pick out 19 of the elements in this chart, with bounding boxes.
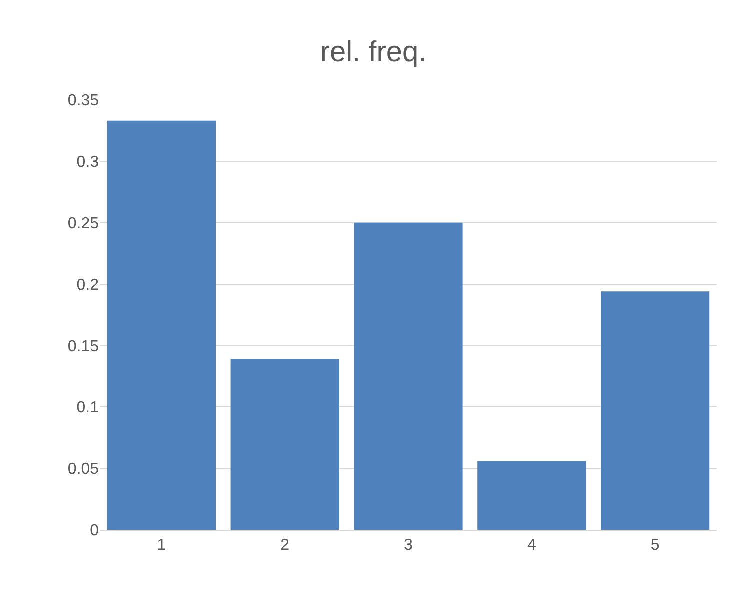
x-tick-label: 3 (404, 537, 414, 554)
y-tick-label: 0.3 (76, 154, 100, 172)
y-tick-label: 0.35 (68, 92, 100, 110)
x-tick-label: 2 (280, 537, 290, 554)
x-tick-label: 4 (527, 537, 536, 554)
bar (107, 120, 216, 530)
bar (230, 359, 340, 530)
y-tick-label: 0.25 (68, 215, 100, 232)
bar (478, 461, 586, 530)
bar (354, 222, 463, 530)
x-tick-label: 5 (650, 537, 660, 554)
y-tick-label: 0.2 (76, 276, 100, 294)
y-tick-label: 0.05 (68, 461, 100, 478)
chart-title: rel. freq. (320, 36, 427, 69)
y-tick-label: 0 (90, 522, 100, 540)
bar (601, 292, 710, 530)
y-tick-label: 0.1 (76, 400, 100, 417)
y-tick-label: 0.15 (68, 338, 100, 356)
x-tick-label: 1 (157, 537, 166, 554)
